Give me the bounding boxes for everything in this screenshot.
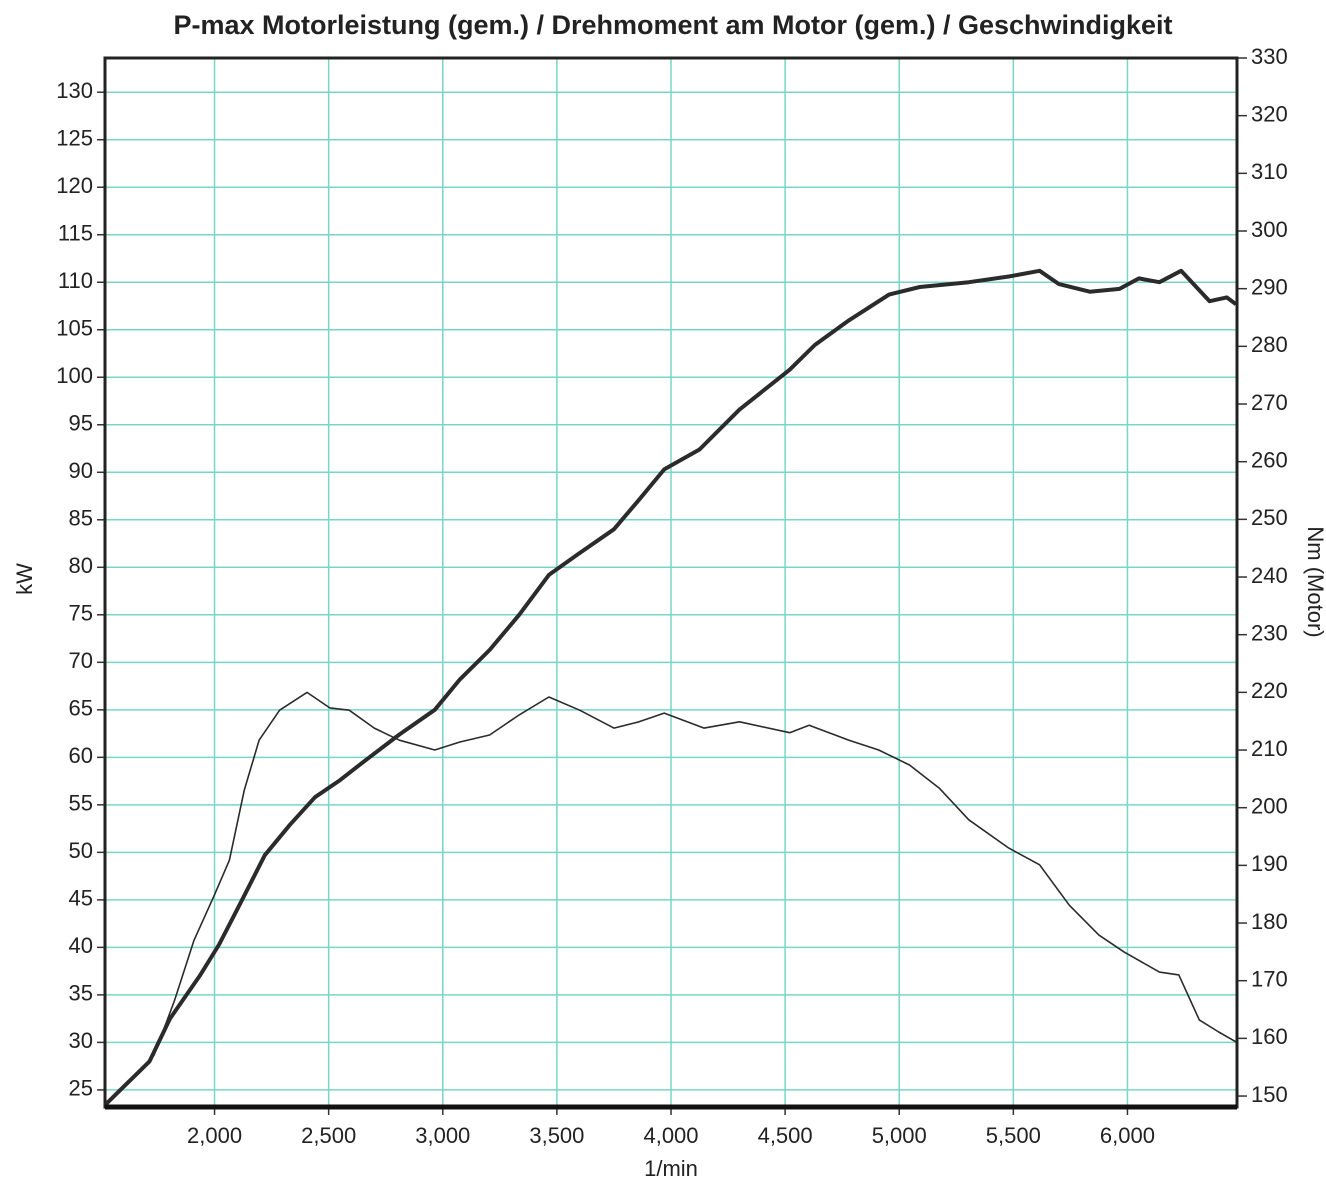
y-tick-label: 120 — [56, 173, 93, 198]
y2-tick-label: 170 — [1251, 967, 1288, 992]
x-tick-label: 4,500 — [758, 1123, 813, 1148]
y-tick-label: 85 — [69, 506, 93, 531]
y-tick-label: 25 — [69, 1076, 93, 1101]
y2-tick-label: 250 — [1251, 505, 1288, 530]
y2-tick-label: 150 — [1251, 1082, 1288, 1107]
y-tick-label: 60 — [69, 743, 93, 768]
x-tick-label: 5,000 — [872, 1123, 927, 1148]
y2-tick-label: 240 — [1251, 563, 1288, 588]
x-tick-label: 3,500 — [529, 1123, 584, 1148]
y2-tick-label: 190 — [1251, 851, 1288, 876]
y2-tick-label: 330 — [1251, 44, 1288, 69]
y-tick-label: 95 — [69, 411, 93, 436]
x-tick-label: 6,000 — [1100, 1123, 1155, 1148]
series-line — [104, 691, 1237, 1106]
y2-tick-label: 320 — [1251, 101, 1288, 126]
y-tick-label: 75 — [69, 601, 93, 626]
y2-tick-label: 220 — [1251, 678, 1288, 703]
y2-axis-label: Nm (Motor) — [1303, 526, 1326, 637]
y-tick-label: 110 — [58, 268, 93, 293]
y2-tick-label: 270 — [1251, 390, 1288, 415]
x-tick-label: 4,000 — [643, 1123, 698, 1148]
y2-tick-label: 210 — [1251, 736, 1288, 761]
y-tick-label: 80 — [69, 553, 93, 578]
chart-title: P-max Motorleistung (gem.) / Drehmoment … — [173, 10, 1172, 40]
series-line — [103, 268, 1238, 1107]
x-tick-label: 2,500 — [301, 1123, 356, 1148]
y-tick-label: 90 — [69, 458, 93, 483]
y-tick-label: 35 — [69, 981, 93, 1006]
y-tick-label: 40 — [69, 933, 93, 958]
y-tick-label: 45 — [69, 886, 93, 911]
y2-tick-label: 200 — [1251, 794, 1288, 819]
y-tick-label: 70 — [69, 648, 93, 673]
y-tick-label: 65 — [69, 696, 93, 721]
y2-tick-label: 290 — [1251, 274, 1288, 299]
y-tick-label: 105 — [56, 316, 93, 341]
y-axis-label: kW — [12, 563, 37, 595]
y-tick-label: 55 — [69, 791, 93, 816]
x-axis-label: 1/min — [644, 1156, 698, 1181]
y-tick-label: 115 — [58, 221, 93, 246]
y2-tick-label: 280 — [1251, 332, 1288, 357]
x-tick-label: 2,000 — [187, 1123, 242, 1148]
y-tick-label: 100 — [56, 363, 93, 388]
y-tick-label: 130 — [56, 78, 93, 103]
y2-tick-label: 160 — [1251, 1024, 1288, 1049]
y2-tick-label: 230 — [1251, 621, 1288, 646]
y-tick-label: 125 — [56, 126, 93, 151]
y-tick-label: 50 — [69, 838, 93, 863]
y2-tick-label: 300 — [1251, 217, 1288, 242]
x-tick-label: 3,000 — [415, 1123, 470, 1148]
y-tick-label: 30 — [69, 1028, 93, 1053]
y2-tick-label: 310 — [1251, 159, 1288, 184]
y2-tick-label: 260 — [1251, 447, 1288, 472]
x-tick-label: 5,500 — [986, 1123, 1041, 1148]
y2-tick-label: 180 — [1251, 909, 1288, 934]
